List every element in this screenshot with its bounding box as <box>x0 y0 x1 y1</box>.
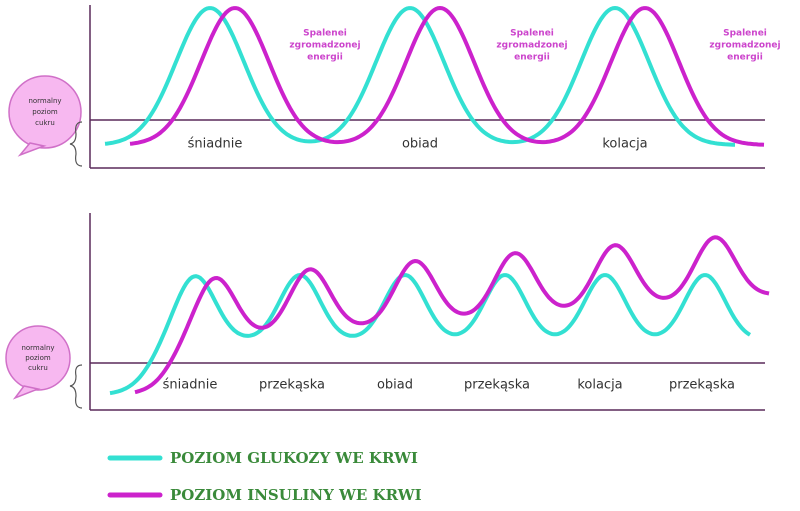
legend-label: POZIOM GLUKOZY WE KRWI <box>170 449 418 467</box>
meal-label: śniadnie <box>163 378 218 393</box>
meal-label: obiad <box>377 378 413 393</box>
annotation: energii <box>514 53 550 63</box>
meal-label: obiad <box>402 137 438 152</box>
bubble <box>5 325 83 409</box>
bubble <box>8 75 83 167</box>
annotation: energii <box>727 53 763 63</box>
annotation: Spalenei <box>723 29 767 39</box>
insulin-curve <box>129 5 765 147</box>
annotation: energii <box>307 53 343 63</box>
annotation: zgromadzonej <box>709 41 780 51</box>
meal-label: kolacja <box>577 378 622 393</box>
meal-label: przekąska <box>669 378 735 393</box>
bubble-text: poziom <box>32 108 58 116</box>
insulin-curve <box>134 235 770 395</box>
bubble-text: normalny <box>28 97 61 105</box>
legend-label: POZIOM INSULINY WE KRWI <box>170 486 422 504</box>
meal-label: przekąska <box>259 378 325 393</box>
meal-label: śniadnie <box>188 137 243 152</box>
bubble-text: cukru <box>35 119 55 127</box>
meal-label: przekąska <box>464 378 530 393</box>
curves <box>104 5 770 396</box>
glucose-curve <box>109 272 752 396</box>
meal-label: kolacja <box>602 137 647 152</box>
bubble-text: poziom <box>25 354 51 362</box>
annotation: Spalenei <box>510 29 554 39</box>
annotation: zgromadzonej <box>289 41 360 51</box>
bubble-text: normalny <box>21 344 54 352</box>
bubble-text: cukru <box>28 364 48 372</box>
annotation: zgromadzonej <box>496 41 567 51</box>
annotation: Spalenei <box>303 29 347 39</box>
